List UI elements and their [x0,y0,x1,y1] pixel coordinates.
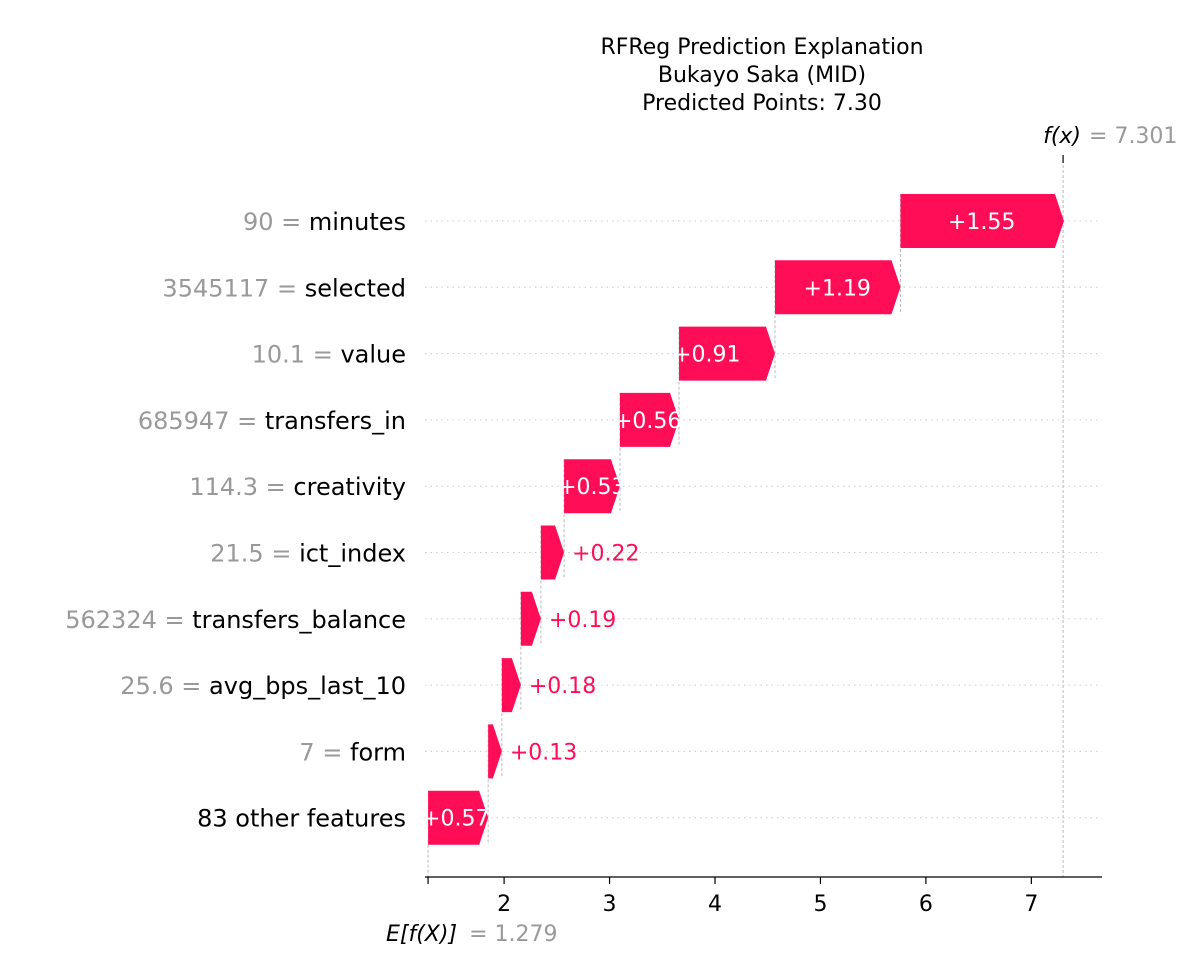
bar-value-label: +0.57 [422,807,489,832]
bar-form [488,724,502,779]
output-value-marker: f(x) = 7.301 [1043,124,1177,163]
bar-value-label: +0.13 [510,740,577,765]
feature-label: 114.3 = creativity [189,473,406,501]
chart-title: RFReg Prediction Explanation [600,35,923,60]
feature-label: 562324 = transfers_balance [65,606,406,634]
x-tick-label: 6 [919,892,933,917]
feature-label: 25.6 = avg_bps_last_10 [120,672,406,700]
feature-label: 3545117 = selected [162,274,406,302]
feature-label: 21.5 = ict_index [210,540,406,568]
bar-value-label: +1.55 [948,210,1015,235]
bar-selected [774,260,901,315]
bar-value-label: +0.91 [673,343,740,368]
bar-transfers_in [619,392,680,447]
feature-label: 685947 = transfers_in [138,407,406,435]
bar-transfers_balance [520,591,541,646]
bars: +1.55 +1.19 +0.91 +0.56 +0.53 +0.22 +0.19 +0.18… [422,194,1064,845]
x-tick-label: 4 [708,892,722,917]
bar-creativity [564,459,620,514]
bar-value-label: +0.56 [614,409,681,434]
bar-value-label: +0.53 [558,475,625,500]
feature-label: 90 = minutes [243,208,406,236]
chart-subtitle: Bukayo Saka (MID) [658,63,866,88]
chart-predicted-points: Predicted Points: 7.30 [642,91,882,116]
x-tick-label: 5 [813,892,827,917]
bar-value-label: +0.18 [529,674,596,699]
base-value-label: E[f(X)] = 1.279 [386,922,557,947]
bar-value [679,326,775,381]
bar-value-label: +0.22 [572,542,639,567]
x-tick-label: 3 [603,892,617,917]
feature-label: 83 other features [197,805,406,833]
bar-ict_index [540,525,565,580]
row-guides [425,165,1102,877]
bar-avg_bps_last_10 [501,658,521,713]
feature-label: 7 = form [299,738,406,766]
output-value-label: f(x) = 7.301 [1043,124,1177,149]
feature-label: 10.1 = value [252,341,406,369]
feature-labels: 90 = minutes 3545117 = selected 10.1 = val… [65,208,406,833]
bar-value-label: +1.19 [804,276,871,301]
x-tick-label: 2 [497,892,511,917]
bar-minutes [900,194,1064,248]
x-axis: 2 3 4 5 6 7 E[f(X)] = 1.279 [386,876,1102,947]
x-tick-label: 7 [1024,892,1038,917]
bar-83-other-features [428,790,489,845]
bar-value-label: +0.19 [549,608,616,633]
